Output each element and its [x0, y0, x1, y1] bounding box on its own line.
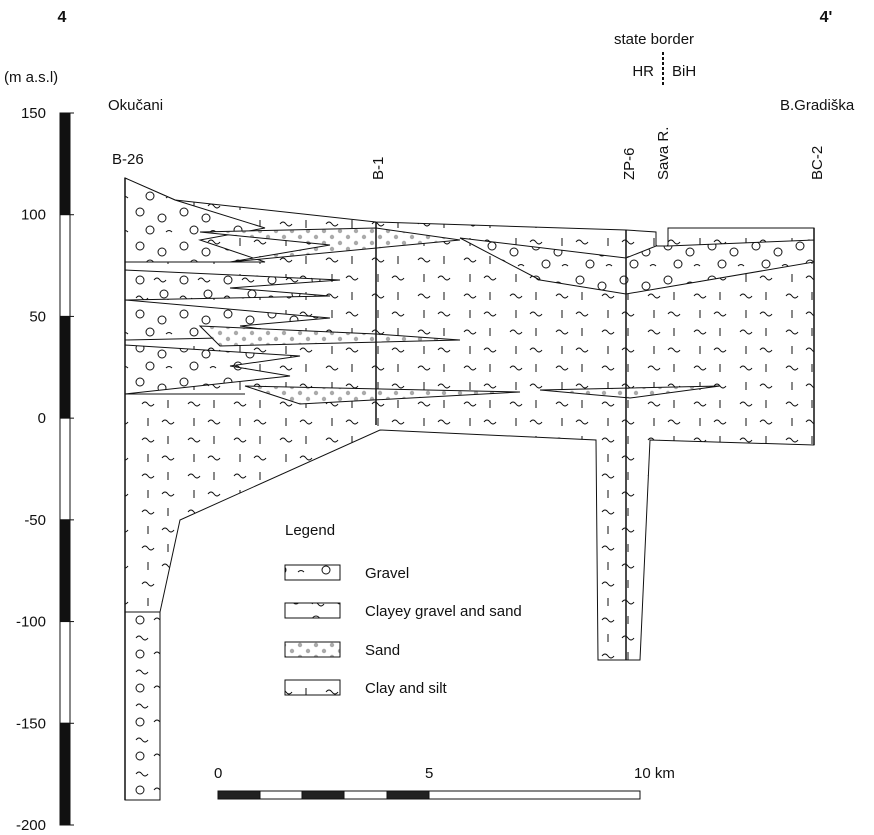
elevation-bar-segment	[59, 621, 71, 724]
x-tick-label: 10 km	[634, 765, 675, 782]
y-tick-label: 150	[21, 105, 46, 122]
legend-label: Clay and silt	[365, 680, 448, 697]
legend-swatch	[284, 564, 341, 581]
sand-layer	[198, 325, 461, 347]
well-name: B-26	[112, 151, 144, 168]
state-border: state border	[614, 31, 694, 48]
legend-swatch	[284, 679, 341, 696]
well-name: BC-2	[809, 146, 826, 180]
section-end: 4'	[820, 9, 833, 26]
legend-label: Clayey gravel and sand	[365, 603, 522, 620]
well-name: B-1	[370, 157, 387, 180]
left-place: Okučani	[108, 97, 163, 114]
elevation-unit: (m a.s.l)	[4, 69, 58, 86]
well-name: ZP-6	[621, 147, 638, 180]
y-tick-label: -150	[16, 715, 46, 732]
section-start: 4	[58, 9, 67, 26]
legend-title: Legend	[285, 522, 335, 539]
legend-label: Gravel	[365, 565, 409, 582]
elevation-bar-segment	[59, 722, 71, 826]
right-country: BiH	[672, 63, 696, 80]
y-tick-label: -50	[24, 512, 46, 529]
well-name: Sava R.	[655, 127, 672, 180]
elevation-bar-segment	[59, 519, 71, 623]
strata	[124, 177, 815, 801]
y-tick-label: 50	[29, 308, 46, 325]
sand-layer	[539, 385, 721, 399]
clayey-gravel-layer	[124, 611, 161, 801]
y-tick-label: -100	[16, 614, 46, 631]
elevation-bar-segment	[59, 214, 71, 317]
legend: Legend Gravel Clayey gravel and sand San…	[284, 522, 522, 697]
elevation-bar-segment	[59, 315, 71, 419]
legend-label: Sand	[365, 642, 400, 659]
y-tick-label: -200	[16, 817, 46, 834]
right-place: B.Gradiška	[780, 97, 855, 114]
x-tick-label: 5	[425, 765, 433, 782]
legend-swatch	[284, 602, 341, 619]
y-tick-label: 0	[38, 410, 46, 427]
left-country: HR	[632, 63, 654, 80]
y-tick-label: 100	[21, 207, 46, 224]
elevation-bar-segment	[59, 417, 71, 521]
sand-layer	[244, 385, 521, 405]
x-tick-label: 0	[214, 765, 222, 782]
elevation-bar-segment	[59, 112, 71, 216]
sand-layer	[199, 227, 461, 263]
legend-swatch	[284, 641, 341, 658]
